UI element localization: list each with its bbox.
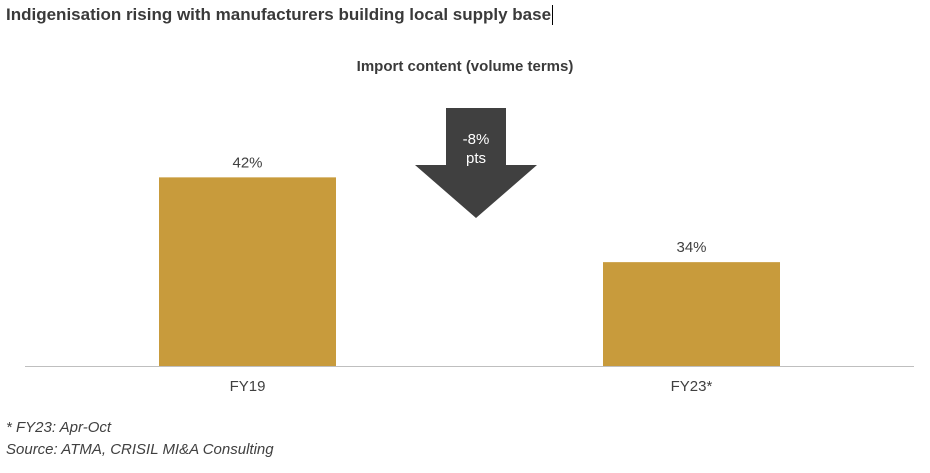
chart-title: Import content (volume terms) bbox=[356, 58, 574, 75]
footnote: * FY23: Apr-Oct bbox=[6, 419, 112, 436]
bar-0 bbox=[159, 177, 336, 366]
page-title: Indigenisation rising with manufacturers… bbox=[6, 5, 554, 25]
down-arrow-icon bbox=[415, 108, 537, 218]
bar-1 bbox=[603, 262, 780, 366]
annotation-line1: -8% bbox=[463, 131, 490, 148]
bar-chart: 42% FY19 34% FY23* -8% pts bbox=[25, 108, 914, 395]
source-note: Source: ATMA, CRISIL MI&A Consulting bbox=[6, 441, 274, 458]
data-label: 42% bbox=[232, 154, 262, 171]
x-tick-label: FY23* bbox=[671, 378, 713, 395]
x-tick-label: FY19 bbox=[230, 378, 266, 395]
annotation-line2: pts bbox=[466, 150, 486, 167]
data-label: 34% bbox=[676, 239, 706, 256]
